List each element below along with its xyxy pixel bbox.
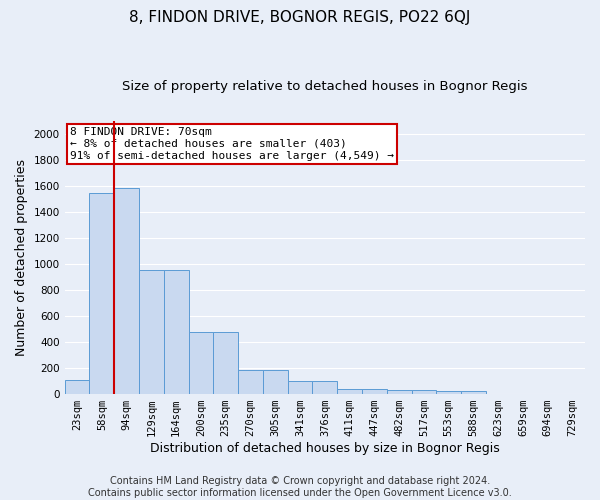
Bar — [362, 389, 387, 394]
Bar — [287, 381, 313, 394]
Bar — [65, 380, 89, 394]
Y-axis label: Number of detached properties: Number of detached properties — [15, 159, 28, 356]
X-axis label: Distribution of detached houses by size in Bognor Regis: Distribution of detached houses by size … — [150, 442, 500, 455]
Bar — [387, 390, 412, 394]
Text: 8 FINDON DRIVE: 70sqm
← 8% of detached houses are smaller (403)
91% of semi-deta: 8 FINDON DRIVE: 70sqm ← 8% of detached h… — [70, 128, 394, 160]
Bar — [263, 370, 287, 394]
Bar — [313, 381, 337, 394]
Text: Contains HM Land Registry data © Crown copyright and database right 2024.
Contai: Contains HM Land Registry data © Crown c… — [88, 476, 512, 498]
Bar — [139, 270, 164, 394]
Bar — [114, 188, 139, 394]
Bar — [337, 389, 362, 394]
Bar — [238, 370, 263, 394]
Bar — [188, 332, 214, 394]
Text: 8, FINDON DRIVE, BOGNOR REGIS, PO22 6QJ: 8, FINDON DRIVE, BOGNOR REGIS, PO22 6QJ — [130, 10, 470, 25]
Bar — [461, 392, 486, 394]
Title: Size of property relative to detached houses in Bognor Regis: Size of property relative to detached ho… — [122, 80, 527, 93]
Bar — [436, 392, 461, 394]
Bar — [214, 332, 238, 394]
Bar — [89, 193, 114, 394]
Bar — [412, 390, 436, 394]
Bar — [164, 270, 188, 394]
